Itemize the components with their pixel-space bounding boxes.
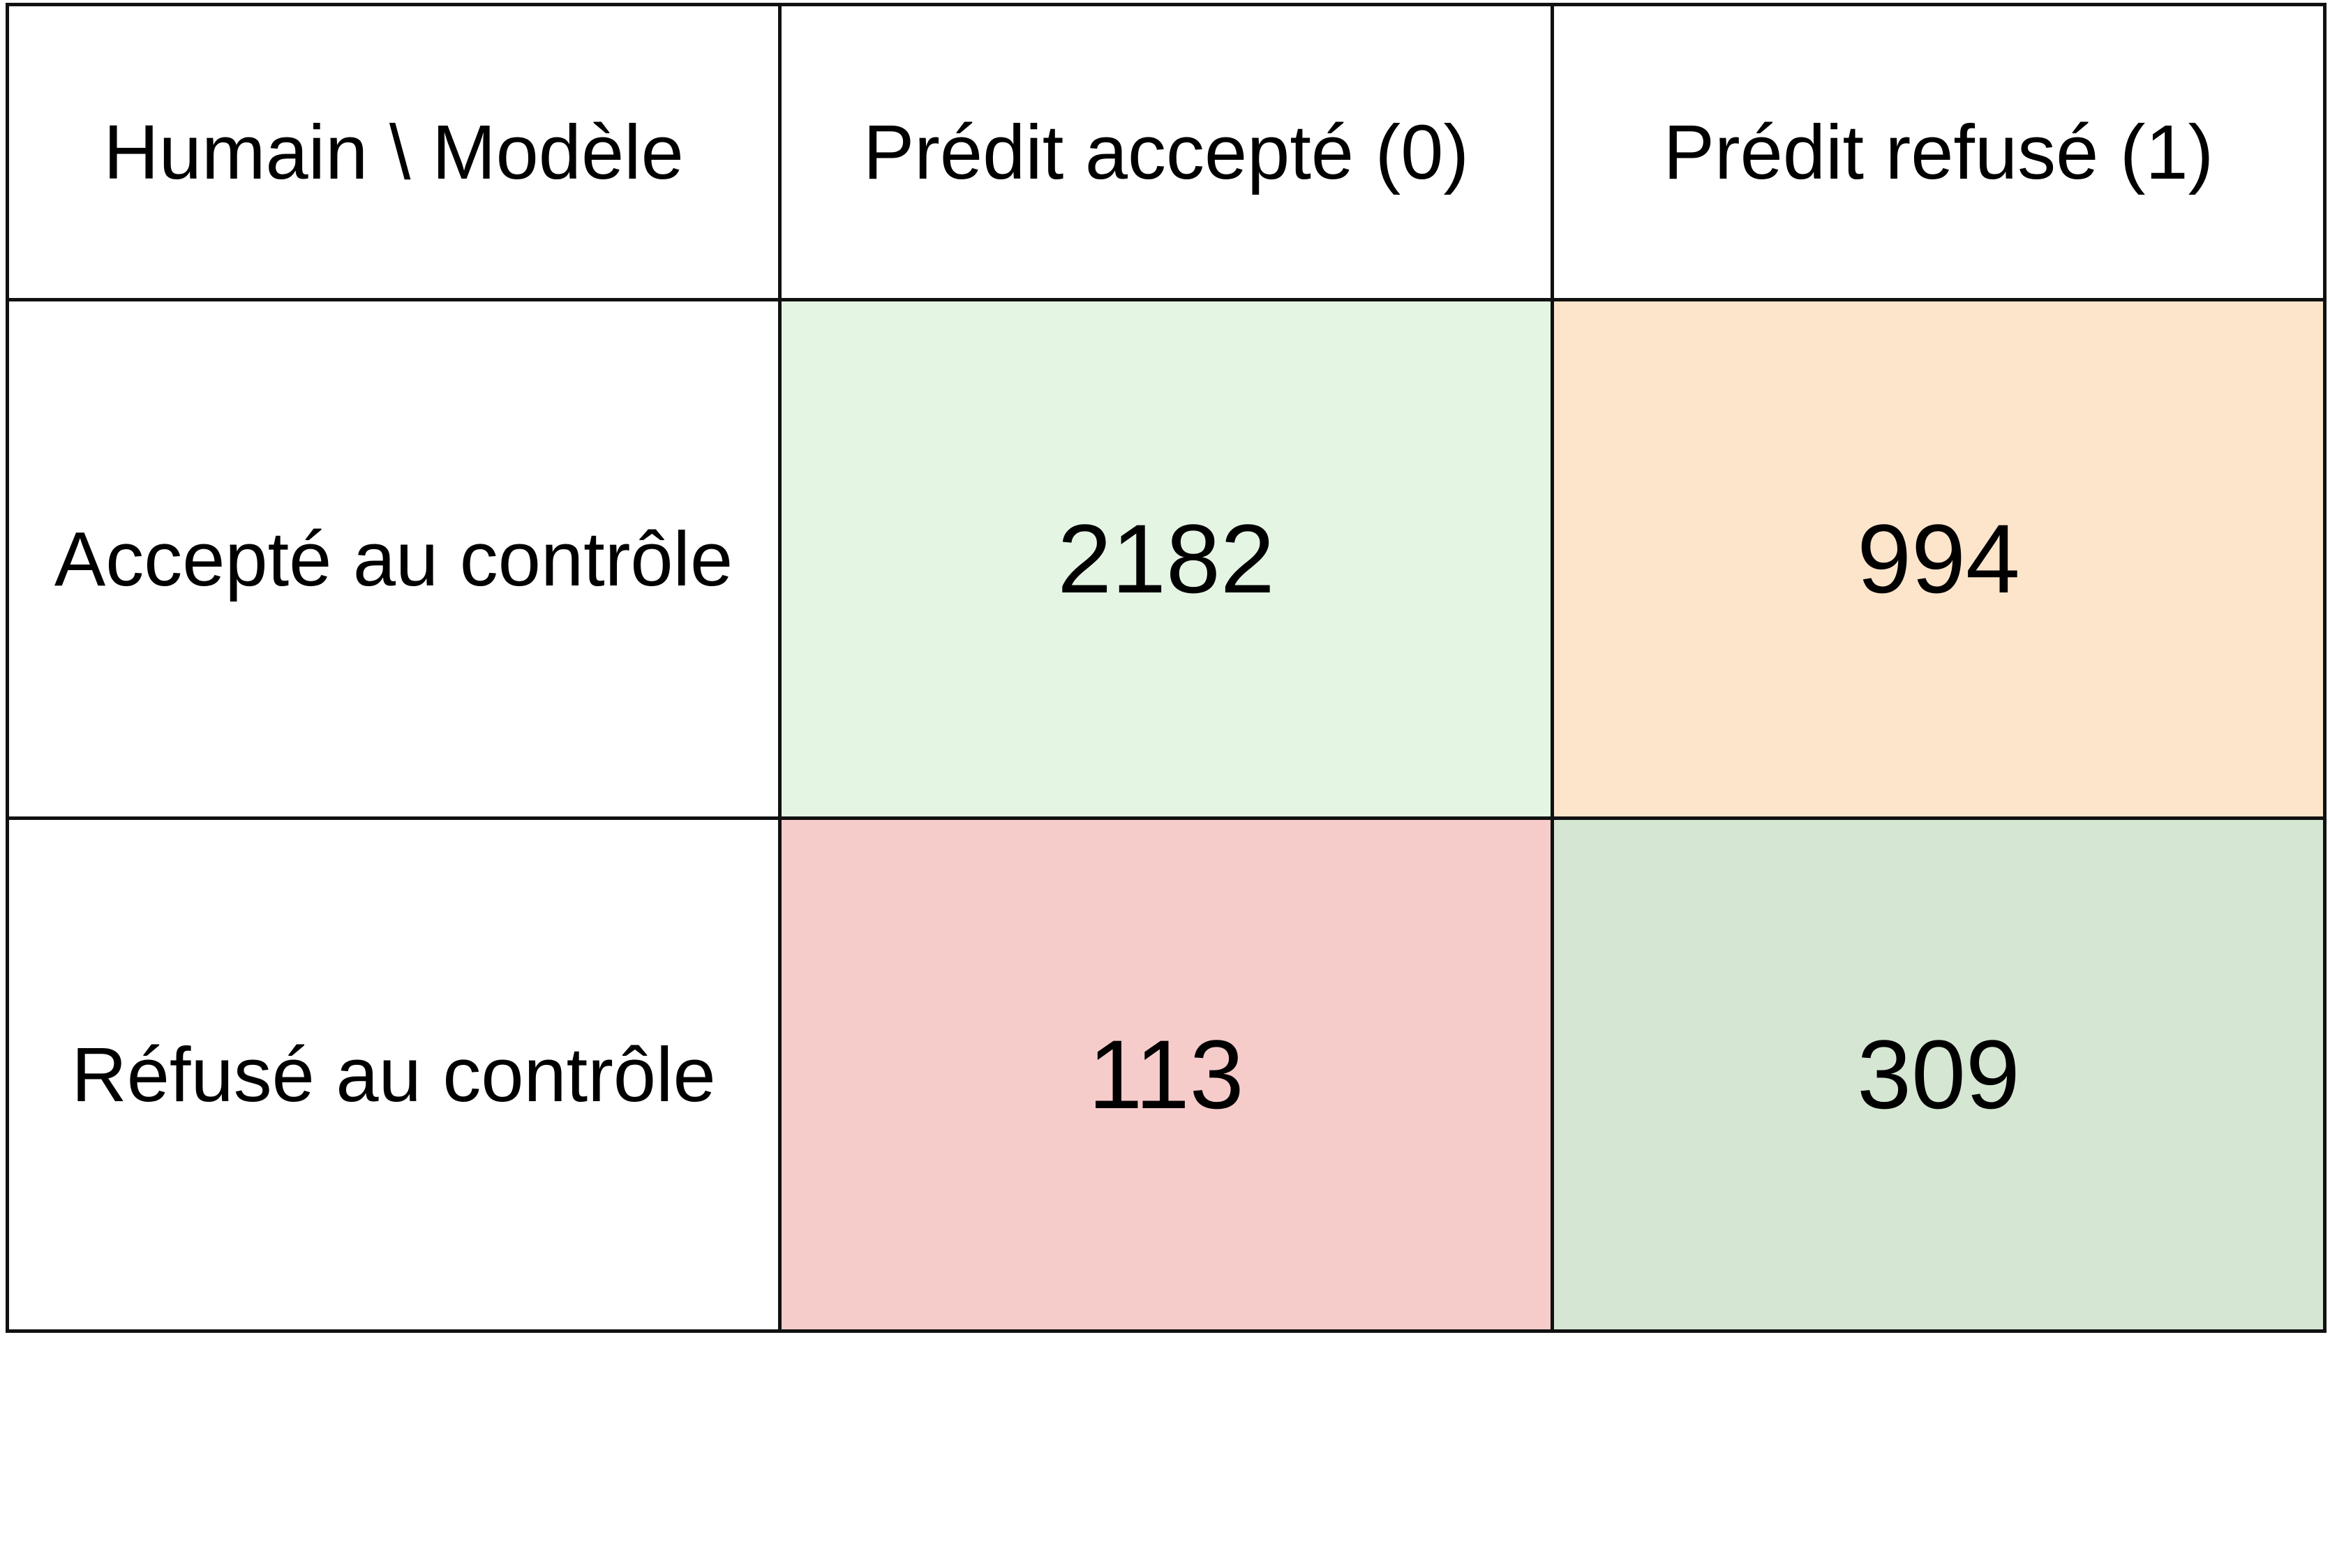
corner-label: Humain \ Modèle <box>103 109 684 195</box>
cell-value-false-refused: 994 <box>1857 504 2020 613</box>
confusion-matrix-table: Humain \ Modèle Prédit accepté (0) Prédi… <box>6 3 2327 1333</box>
row-header-cell-1: Réfusé au contrôle <box>6 816 782 1333</box>
column-header-predicted-accepted: Prédit accepté (0) <box>862 109 1470 195</box>
matrix-cell-1-0: 113 <box>778 816 1554 1333</box>
table-row: Accepté au contrôle 2182 994 <box>6 298 2327 820</box>
table-row: Réfusé au contrôle 113 309 <box>6 816 2327 1333</box>
corner-header-cell: Humain \ Modèle <box>6 3 782 301</box>
row-header-cell-0: Accepté au contrôle <box>6 298 782 820</box>
row-label-accepted-control: Accepté au contrôle <box>54 516 733 602</box>
matrix-cell-0-1: 994 <box>1551 298 2327 820</box>
matrix-cell-1-1: 309 <box>1551 816 2327 1333</box>
column-header-predicted-refused: Prédit refusé (1) <box>1663 109 2214 195</box>
cell-value-false-accepted: 113 <box>1088 1020 1244 1129</box>
column-header-cell-1: Prédit refusé (1) <box>1551 3 2327 301</box>
cell-value-true-refused: 309 <box>1857 1020 2020 1129</box>
column-header-cell-0: Prédit accepté (0) <box>778 3 1554 301</box>
row-label-refused-control: Réfusé au contrôle <box>71 1031 716 1118</box>
header-row: Humain \ Modèle Prédit accepté (0) Prédi… <box>6 3 2327 301</box>
matrix-cell-0-0: 2182 <box>778 298 1554 820</box>
cell-value-true-accepted: 2182 <box>1057 504 1275 613</box>
